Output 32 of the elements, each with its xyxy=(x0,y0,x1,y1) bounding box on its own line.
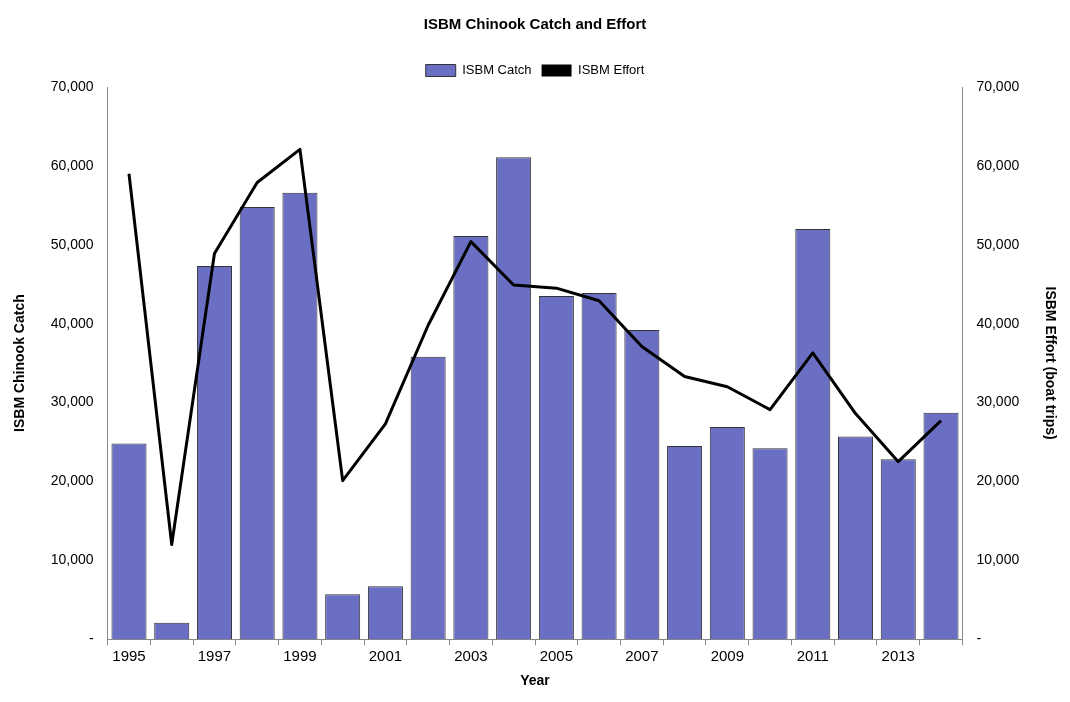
y2-tick-label: 50,000 xyxy=(976,235,1020,252)
y2-tick-label: 10,000 xyxy=(976,551,1020,568)
y-tick-label: 40,000 xyxy=(50,314,94,331)
y-tick-label: 30,000 xyxy=(50,393,94,410)
x-tick-label: 1999 xyxy=(283,647,317,665)
y-axis-title: ISBM Chinook Catch xyxy=(11,294,28,432)
x-tick-label: 2013 xyxy=(881,647,915,665)
y-tick-label: 50,000 xyxy=(50,235,94,252)
y2-tick-label: 70,000 xyxy=(976,77,1020,94)
x-tick-label: 2009 xyxy=(710,647,745,665)
x-tick-label: 2001 xyxy=(368,647,403,665)
y2-tick-label: 60,000 xyxy=(976,156,1020,173)
x-axis-title: Year xyxy=(520,672,551,689)
y-tick-label: 70,000 xyxy=(50,77,94,94)
x-tick-label: 2007 xyxy=(625,647,659,665)
y2-tick-label: - xyxy=(976,630,982,647)
y2-tick-label: 30,000 xyxy=(976,393,1020,410)
y-tick-label: 60,000 xyxy=(50,156,94,173)
y-tick-label: 20,000 xyxy=(50,472,94,489)
x-tick-label: 1995 xyxy=(112,647,146,665)
x-tick-label: 2011 xyxy=(796,647,829,665)
y2-tick-label: 40,000 xyxy=(976,314,1020,331)
x-tick-label: 1997 xyxy=(197,647,232,665)
legend-label: ISBM Effort xyxy=(578,62,645,78)
y2-tick-label: 20,000 xyxy=(976,472,1020,489)
y-tick-label: - xyxy=(88,630,94,647)
x-tick-label: 2005 xyxy=(539,647,574,665)
y-tick-label: 10,000 xyxy=(50,551,94,568)
legend-label: ISBM Catch xyxy=(462,62,532,78)
y2-axis-title: ISBM Effort (boat trips) xyxy=(1042,286,1059,440)
chart-title: ISBM Chinook Catch and Effort xyxy=(423,15,647,33)
x-tick-label: 2003 xyxy=(454,647,488,665)
